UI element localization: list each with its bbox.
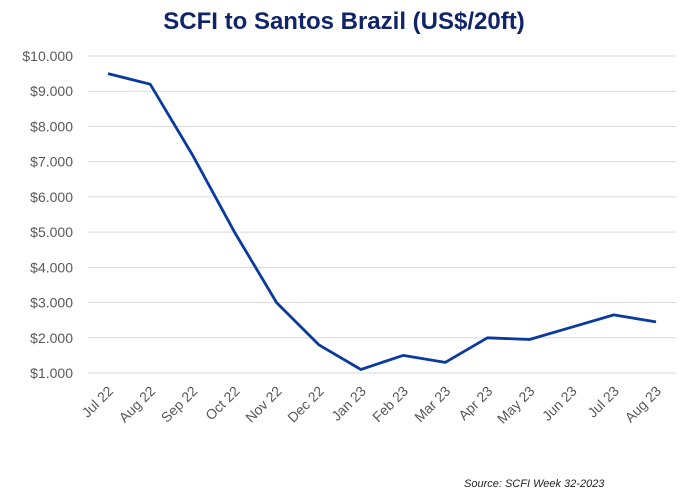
source-note: Source: SCFI Week 32-2023 <box>464 478 605 490</box>
gridlines <box>88 55 676 374</box>
series-line <box>107 72 657 371</box>
y-tick-label: $5.000 <box>30 224 73 240</box>
y-tick-label: $2.000 <box>30 330 73 346</box>
x-tick-label: Mar 23 <box>411 383 453 425</box>
y-tick-label: $4.000 <box>30 259 73 275</box>
x-tick-label: Sep 22 <box>158 383 201 426</box>
y-tick-label: $1.000 <box>30 365 73 381</box>
x-tick-label: May 23 <box>494 383 538 427</box>
y-axis-tick-labels: $1.000 $2.000 $3.000 $4.000 $5.000 $6.000 $7.0… <box>22 48 73 381</box>
chart-title: SCFI to Santos Brazil (US$/20ft) <box>163 8 525 35</box>
x-tick-label: Nov 22 <box>242 383 285 426</box>
y-tick-label: $10.000 <box>22 48 73 64</box>
x-tick-label: Jul 22 <box>78 383 116 421</box>
x-axis-tick-labels: Jul 22 Aug 22 Sep 22 Oct 22 Nov 22 Dec 22 Jan … <box>78 383 664 427</box>
x-tick-label: Apr 23 <box>455 383 496 424</box>
series-lines <box>107 72 657 371</box>
y-tick-label: $9.000 <box>30 83 73 99</box>
x-tick-label: Jun 23 <box>539 383 580 424</box>
x-tick-label: Jan 23 <box>328 383 369 424</box>
x-tick-label: Feb 23 <box>369 383 411 425</box>
x-tick-label: Oct 22 <box>202 383 243 424</box>
y-tick-label: $7.000 <box>30 154 73 170</box>
x-tick-label: Aug 22 <box>116 383 159 426</box>
y-tick-label: $6.000 <box>30 189 73 205</box>
x-tick-label: Dec 22 <box>284 383 327 426</box>
x-tick-label: Aug 23 <box>621 383 664 426</box>
y-tick-label: $8.000 <box>30 118 73 134</box>
x-tick-label: Jul 23 <box>584 383 622 421</box>
y-tick-label: $3.000 <box>30 295 73 311</box>
